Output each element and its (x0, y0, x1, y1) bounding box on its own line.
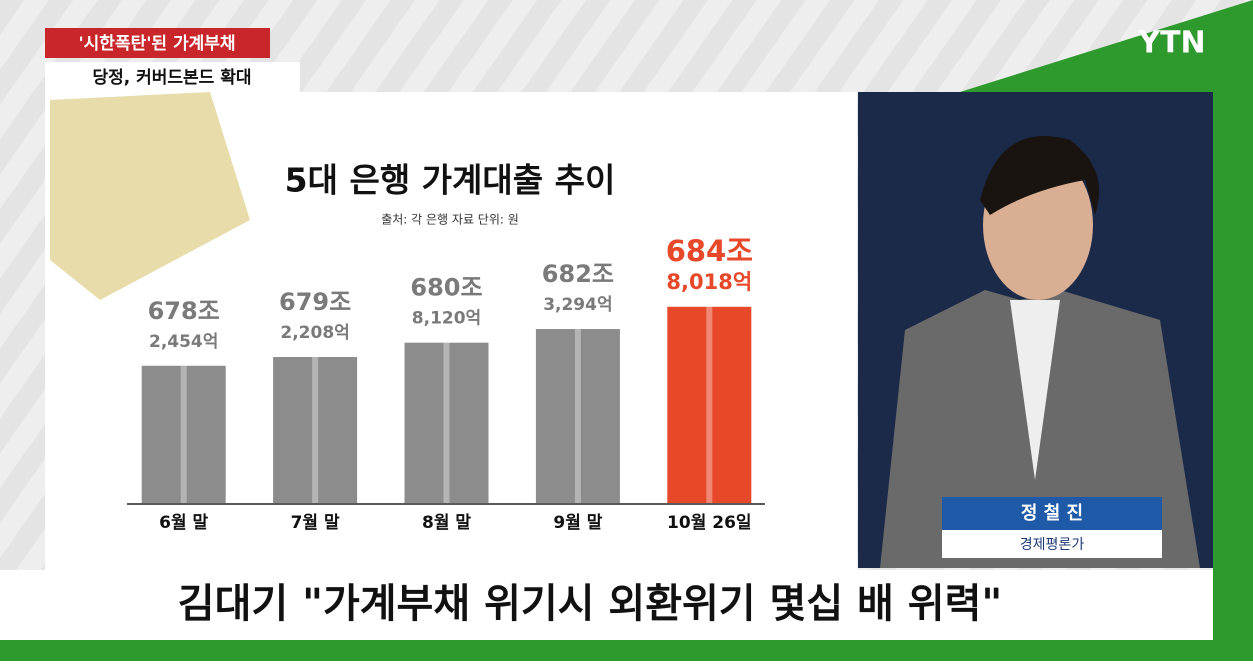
name-box (942, 497, 1162, 530)
x-tick-label: 7월 말 (291, 512, 340, 533)
money-decoration (50, 92, 250, 300)
tag-box (45, 28, 270, 58)
value-sublabel: 3,294억 (543, 295, 612, 315)
speaker-name: 정 철 진 (1021, 503, 1083, 524)
x-tick-label: 10월 26일 (667, 513, 752, 533)
bars: 678조 2,454억 6월 말 679조 2,208억 7월 말 680조 8,120억 8월… (141, 234, 753, 533)
logo: YTN (1137, 26, 1205, 61)
bar (535, 329, 620, 503)
role-box (942, 530, 1162, 558)
bar (273, 357, 358, 503)
subtag-box (45, 62, 300, 92)
value-label: 680조 (410, 274, 482, 302)
value-sublabel: 8,120억 (412, 309, 481, 329)
bar (141, 365, 226, 503)
value-label: 682조 (542, 260, 614, 288)
bottom-strip (0, 640, 1253, 661)
bar (667, 306, 752, 503)
bar (404, 342, 489, 503)
chart-title: 5대 은행 가계대출 추이 (285, 161, 616, 200)
value-label: 678조 (148, 297, 220, 325)
bar-strap (706, 306, 713, 503)
value-sublabel: 2,454억 (149, 332, 218, 352)
speaker-role: 경제평론가 (1020, 537, 1085, 553)
bar-strap (312, 357, 319, 503)
x-tick-label: 8월 말 (422, 512, 471, 533)
subtag: 당정, 커버드본드 확대 (92, 68, 251, 88)
x-tick-label: 9월 말 (553, 512, 602, 533)
caption: 김대기 "가계부채 위기시 외환위기 몇십 배 위력" (178, 581, 1002, 627)
speaker-hair (980, 136, 1100, 215)
value-label: 679조 (279, 288, 351, 316)
speaker-shirt (1010, 300, 1060, 480)
x-tick-label: 6월 말 (159, 512, 208, 533)
caption-box (0, 570, 1213, 640)
tag: '시한폭탄'된 가계부채 (78, 34, 235, 54)
bar-strap (180, 365, 187, 503)
chart-subtitle: 출처: 각 은행 자료 단위: 원 (381, 212, 519, 227)
value-label: 684조 (666, 234, 753, 268)
value-sublabel: 8,018억 (666, 270, 752, 294)
value-sublabel: 2,208억 (280, 323, 349, 343)
bar-strap (443, 342, 450, 503)
bar-strap (574, 329, 581, 503)
green-accent (960, 0, 1253, 661)
